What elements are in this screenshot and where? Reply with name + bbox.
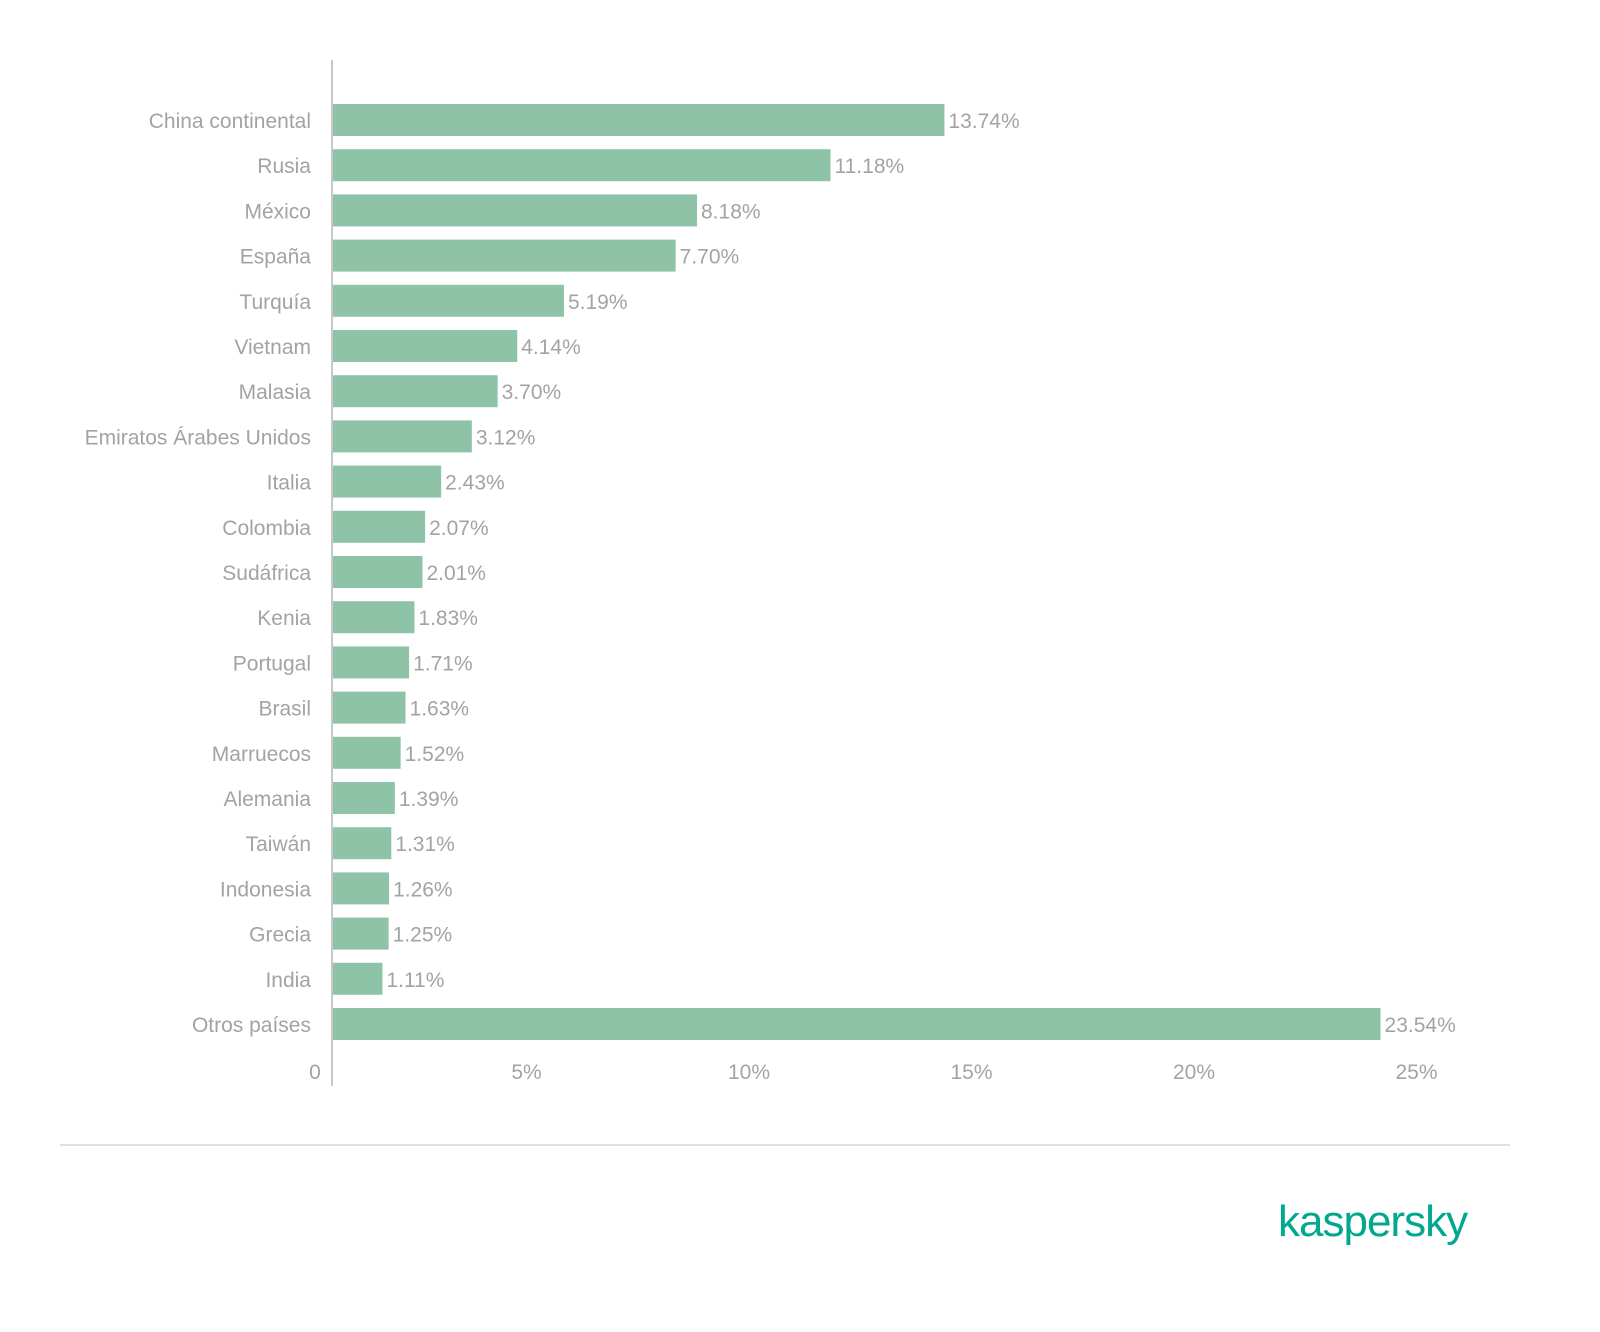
bar xyxy=(333,465,442,498)
value-label: 2.01% xyxy=(426,562,486,585)
bar xyxy=(333,556,423,588)
kaspersky-logo: kaspersky xyxy=(1278,1197,1469,1246)
category-label: Indonesia xyxy=(220,878,311,901)
bar xyxy=(333,736,401,769)
value-label: 5.19% xyxy=(568,291,628,314)
bar xyxy=(333,872,390,905)
category-label: Colombia xyxy=(222,517,311,540)
bar xyxy=(333,646,410,679)
category-label: Rusia xyxy=(257,155,311,178)
bar xyxy=(333,104,945,136)
bar xyxy=(333,962,383,995)
value-label: 13.74% xyxy=(948,110,1019,133)
bar xyxy=(333,782,395,814)
value-label: 1.52% xyxy=(405,743,465,766)
bar xyxy=(333,375,498,408)
bar xyxy=(333,827,392,860)
value-label: 3.12% xyxy=(476,426,536,449)
value-label: 1.25% xyxy=(393,924,453,947)
x-tick-label: 5% xyxy=(511,1061,541,1084)
value-label: 1.31% xyxy=(395,833,455,856)
category-label: España xyxy=(240,246,312,269)
x-tick-label: 15% xyxy=(950,1061,992,1084)
bar xyxy=(333,691,406,724)
category-label: India xyxy=(265,969,311,992)
category-label: Sudáfrica xyxy=(222,562,311,585)
value-label: 8.18% xyxy=(701,200,761,223)
category-label: Alemania xyxy=(223,788,311,811)
footer-divider xyxy=(60,1144,1510,1146)
x-tick-label: 20% xyxy=(1173,1061,1215,1084)
svg-text:kaspersky: kaspersky xyxy=(1278,1197,1468,1246)
value-label: 11.18% xyxy=(835,155,905,178)
value-label: 1.11% xyxy=(386,969,444,992)
category-label: Marruecos xyxy=(212,743,311,766)
bar xyxy=(333,601,415,634)
category-label: Otros países xyxy=(192,1014,311,1037)
category-label: México xyxy=(244,200,311,223)
category-label: China continental xyxy=(149,110,311,133)
bar xyxy=(333,239,676,272)
category-label: Taiwán xyxy=(246,833,311,856)
value-label: 7.70% xyxy=(680,246,740,269)
category-label: Turquía xyxy=(239,291,311,314)
x-tick-label: 10% xyxy=(728,1061,770,1084)
x-tick-label: 0 xyxy=(309,1061,321,1084)
value-label: 1.71% xyxy=(413,652,473,675)
category-label: Malasia xyxy=(239,381,312,404)
category-label: Kenia xyxy=(257,607,311,630)
value-label: 1.39% xyxy=(399,788,459,811)
bar-chart: China continental 13.74% Rusia 11.18% México… xyxy=(85,60,1456,1086)
bar xyxy=(333,917,389,950)
category-label: Brasil xyxy=(258,698,311,721)
value-label: 1.63% xyxy=(410,698,470,721)
category-label: Portugal xyxy=(233,652,311,675)
bar xyxy=(333,194,698,227)
value-label: 23.54% xyxy=(1385,1014,1456,1037)
bar xyxy=(333,420,472,453)
bar xyxy=(333,330,518,362)
category-label: Emiratos Árabes Unidos xyxy=(85,426,311,449)
value-label: 3.70% xyxy=(502,381,562,404)
value-label: 2.43% xyxy=(445,472,505,495)
value-label: 2.07% xyxy=(429,517,489,540)
value-label: 4.14% xyxy=(521,336,581,359)
bar xyxy=(333,284,564,317)
value-label: 1.83% xyxy=(418,607,478,630)
category-label: Grecia xyxy=(249,924,311,947)
value-label: 1.26% xyxy=(393,878,453,901)
x-tick-label: 25% xyxy=(1395,1061,1437,1084)
category-label: Vietnam xyxy=(234,336,311,359)
bar xyxy=(333,510,426,543)
bar xyxy=(333,149,831,182)
category-label: Italia xyxy=(267,472,312,495)
bar xyxy=(333,1008,1381,1040)
